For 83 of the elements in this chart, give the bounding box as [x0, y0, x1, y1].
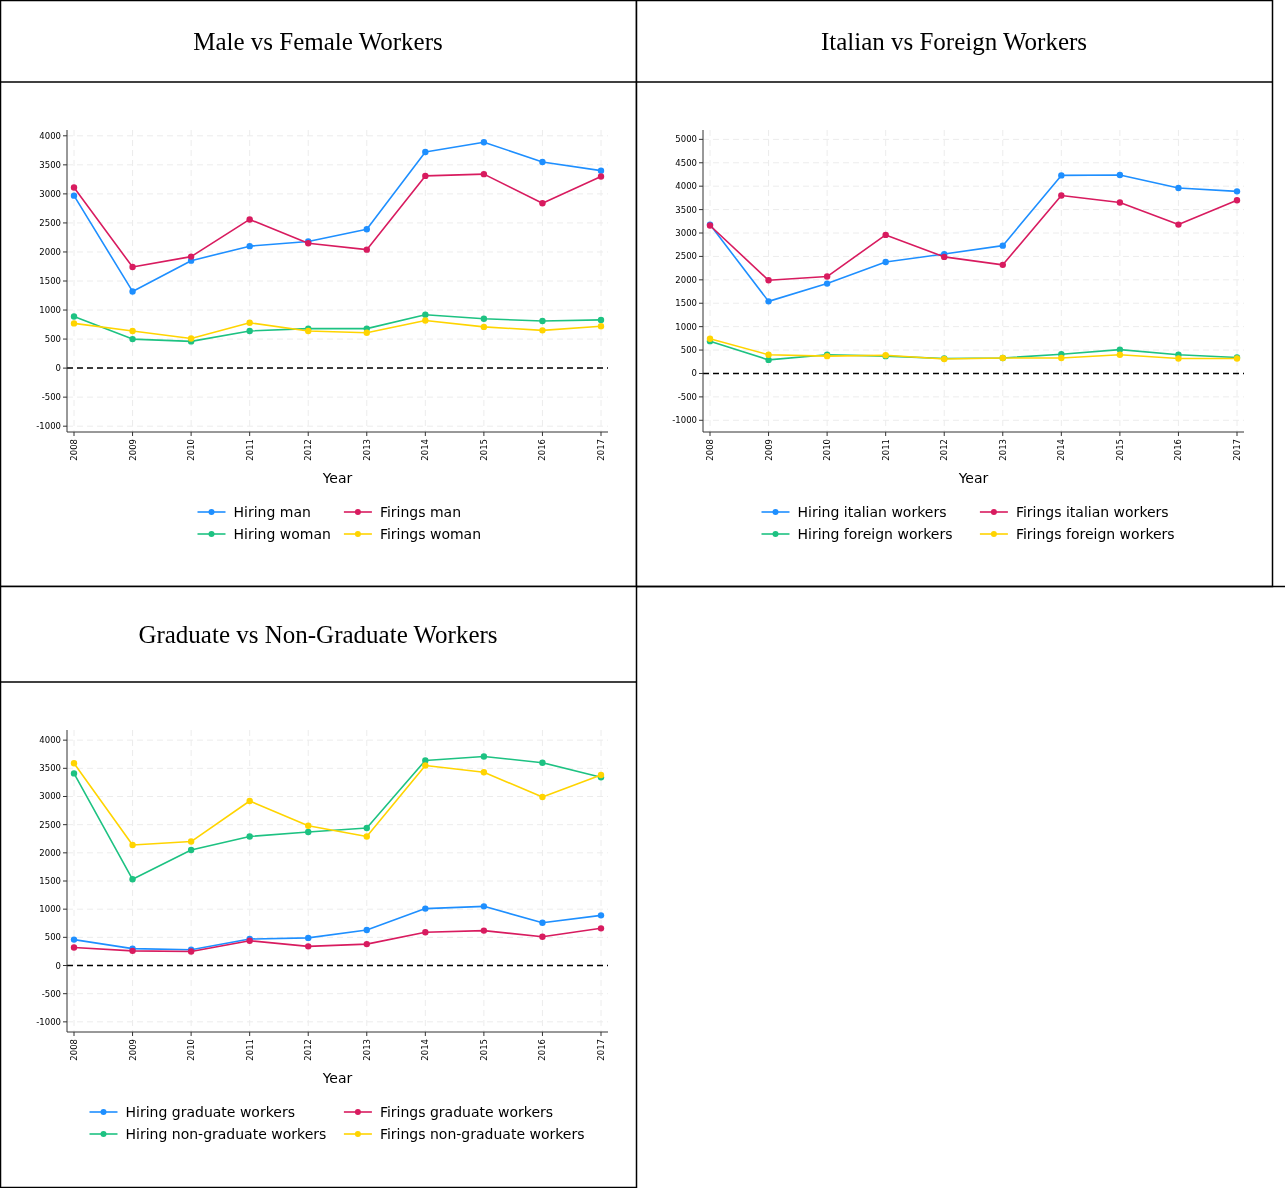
x-tick-label: 2017 — [596, 439, 606, 461]
x-tick-label: 2011 — [880, 439, 891, 461]
y-tick-label: 0 — [691, 368, 697, 379]
y-tick-label: 1500 — [39, 276, 61, 286]
y-tick-label: 1000 — [39, 904, 61, 915]
y-tick-label: 3500 — [39, 159, 61, 170]
y-tick-label: 1000 — [675, 321, 697, 332]
y-tick-label: -500 — [41, 988, 61, 999]
y-tick-label: 0 — [55, 960, 61, 971]
y-tick-label: 3000 — [675, 228, 697, 239]
y-tick-label: 2500 — [39, 217, 61, 228]
x-axis-title: Year — [957, 470, 989, 486]
y-tick-label: 4000 — [675, 181, 697, 192]
legend-label: Firings man — [379, 504, 462, 520]
y-tick-label: 0 — [55, 363, 61, 374]
x-tick-label: 2013 — [361, 1039, 372, 1061]
chart-title: Male vs Female Workers — [193, 28, 443, 55]
x-tick-label: 2010 — [822, 439, 833, 461]
x-tick-label: 2017 — [1232, 439, 1242, 461]
y-tick-label: 2500 — [675, 251, 697, 262]
x-tick-label: 2016 — [1173, 439, 1184, 461]
x-tick-label: 2014 — [420, 439, 431, 461]
y-tick-label: 3000 — [39, 188, 61, 199]
y-tick-label: 1500 — [675, 298, 697, 309]
x-tick-label: 2009 — [763, 439, 774, 461]
x-tick-label: 2015 — [478, 439, 489, 461]
x-tick-label: 2011 — [244, 1039, 255, 1061]
y-tick-label: 1000 — [39, 305, 61, 316]
x-tick-label: 2009 — [127, 1039, 138, 1061]
y-tick-label: 2500 — [39, 819, 61, 830]
y-tick-label: 4000 — [39, 735, 61, 746]
x-tick-label: 2008 — [69, 1039, 79, 1061]
legend-label: Firings woman — [379, 526, 482, 542]
x-tick-label: 2008 — [69, 439, 79, 461]
x-tick-label: 2014 — [420, 1039, 431, 1061]
chart-title: Graduate vs Non-Graduate Workers — [138, 621, 498, 648]
x-tick-label: 2016 — [537, 439, 548, 461]
y-tick-label: 3500 — [39, 763, 61, 774]
x-tick-label: 2015 — [478, 1039, 489, 1061]
x-tick-label: 2012 — [303, 1039, 314, 1061]
legend-label: Hiring graduate workers — [125, 1104, 295, 1120]
y-tick-label: 500 — [44, 932, 61, 943]
chart-title: Italian vs Foreign Workers — [820, 28, 1088, 55]
legend-label: Firings graduate workers — [379, 1104, 554, 1120]
legend-label: Hiring woman — [233, 526, 331, 542]
legend-label: Firings non-graduate workers — [379, 1126, 585, 1142]
x-tick-label: 2009 — [127, 439, 138, 461]
y-tick-label: -1000 — [36, 421, 61, 432]
x-tick-label: 2010 — [186, 1039, 197, 1061]
legend-label: Hiring man — [233, 504, 311, 520]
y-tick-label: -1000 — [672, 415, 697, 426]
x-tick-label: 2014 — [1056, 439, 1067, 461]
legend-label: Firings italian workers — [1015, 504, 1169, 520]
y-tick-label: -1000 — [36, 1016, 61, 1027]
y-tick-label: 1500 — [39, 876, 61, 886]
y-tick-label: 2000 — [39, 847, 61, 858]
y-tick-label: 2000 — [39, 246, 61, 257]
legend-label: Firings foreign workers — [1015, 526, 1175, 542]
x-axis-title: Year — [321, 1070, 353, 1086]
x-tick-label: 2013 — [361, 439, 372, 461]
y-tick-label: 3000 — [39, 791, 61, 802]
x-tick-label: 2010 — [186, 439, 197, 461]
x-tick-label: 2015 — [1114, 439, 1125, 461]
y-tick-label: 3500 — [675, 204, 697, 215]
y-tick-label: -500 — [677, 391, 697, 402]
legend-label: Hiring foreign workers — [797, 526, 953, 542]
y-tick-label: 4000 — [39, 130, 61, 141]
y-tick-label: 4500 — [675, 157, 697, 168]
x-tick-label: 2017 — [596, 1039, 606, 1061]
x-axis-title: Year — [321, 470, 353, 486]
x-tick-label: 2008 — [705, 439, 715, 461]
x-tick-label: 2016 — [537, 1039, 548, 1061]
y-tick-label: 5000 — [675, 134, 697, 145]
y-tick-label: 2000 — [675, 274, 697, 285]
x-tick-label: 2012 — [939, 439, 950, 461]
legend-label: Hiring non-graduate workers — [125, 1126, 327, 1142]
x-tick-label: 2012 — [303, 439, 314, 461]
y-tick-label: -500 — [41, 392, 61, 403]
y-tick-label: 500 — [44, 334, 61, 345]
y-tick-label: 500 — [680, 345, 697, 356]
x-tick-label: 2013 — [997, 439, 1008, 461]
legend-label: Hiring italian workers — [797, 504, 947, 520]
x-tick-label: 2011 — [244, 439, 255, 461]
